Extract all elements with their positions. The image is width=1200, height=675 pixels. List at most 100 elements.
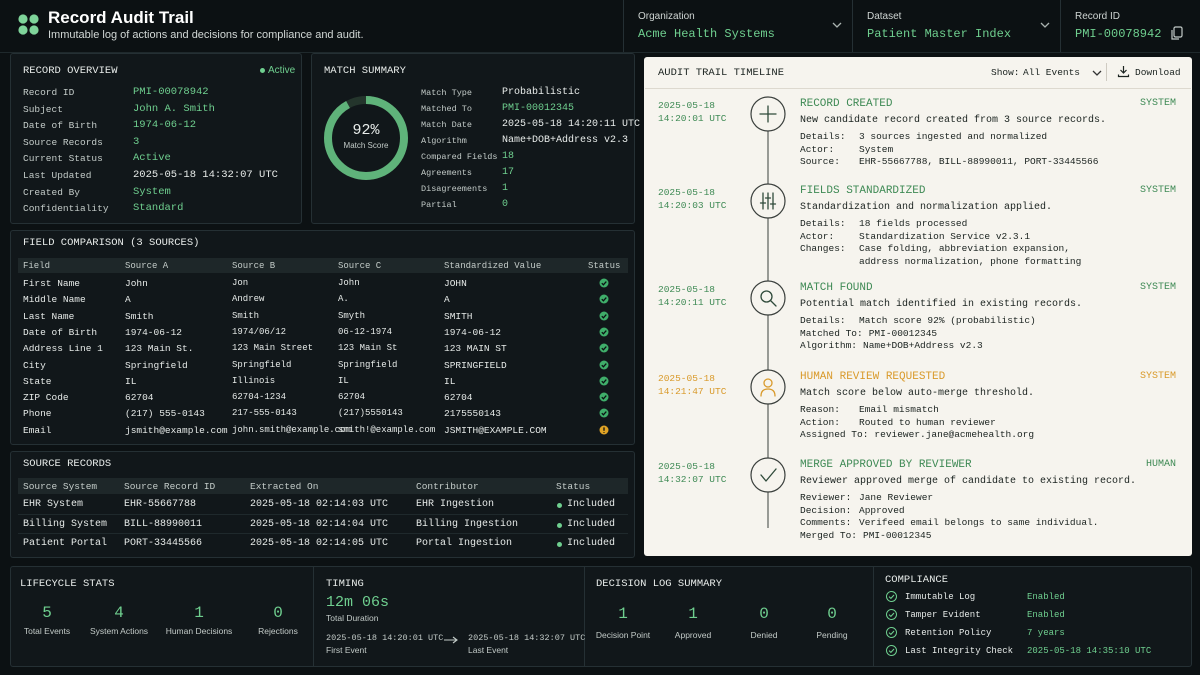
field-value: Name+DOB+Address v2.3 xyxy=(502,135,629,146)
table-cell: 217-555-0143 xyxy=(232,408,297,419)
event-date: 2025-05-18 xyxy=(658,284,716,295)
filter-value[interactable]: All Events xyxy=(1023,67,1081,78)
field-label: Record ID xyxy=(23,87,75,98)
event-date: 2025-05-18 xyxy=(658,100,716,111)
duration-label: Total Duration xyxy=(326,613,379,623)
strip-divider xyxy=(313,567,314,666)
table-header-band xyxy=(18,478,628,494)
selector-value: Acme Health Systems xyxy=(638,27,775,41)
event-date: 2025-05-18 xyxy=(658,373,716,384)
stat-label: Denied xyxy=(750,630,778,640)
stat-value: 1 xyxy=(688,605,698,623)
download-button[interactable]: Download xyxy=(1135,67,1181,78)
column-header: Status xyxy=(588,261,621,271)
detail-value: EHR-55667788, BILL-88990011, PORT-334455… xyxy=(859,156,1099,167)
detail-label: Merged To: xyxy=(800,529,858,541)
table-cell: EHR Ingestion xyxy=(416,499,495,510)
status-circle xyxy=(599,311,609,321)
check xyxy=(888,612,895,618)
table-cell: Jon xyxy=(232,278,249,288)
status-circle xyxy=(599,343,609,353)
table-cell: jsmith@example.com xyxy=(125,424,228,436)
chevron xyxy=(1092,70,1102,76)
detail-label: Reviewer: xyxy=(800,492,852,503)
table-cell: IL xyxy=(444,375,456,387)
selector-label: Organization xyxy=(638,11,695,22)
event-icon xyxy=(760,378,776,397)
field-value: 0 xyxy=(502,199,509,210)
event-time: 14:21:47 UTC xyxy=(658,386,727,397)
table-cell: Included xyxy=(567,499,616,510)
chevron xyxy=(832,22,842,28)
row-divider xyxy=(18,533,628,534)
table-cell: Smith xyxy=(125,310,154,322)
status-glyph xyxy=(601,313,607,319)
stat-value: 1 xyxy=(618,605,628,623)
stat-label: Decision Point xyxy=(595,630,651,640)
stat-label: Human Decisions xyxy=(165,626,233,636)
event-detail: Actor: Standardization Service v2.3.1 xyxy=(800,231,1099,244)
selector-divider xyxy=(852,0,853,52)
status-glyph xyxy=(601,330,607,335)
table-cell: Andrew xyxy=(232,294,265,305)
panel-title: SOURCE RECORDS xyxy=(23,458,112,470)
table-cell: 123 Main St xyxy=(338,343,398,354)
table-cell: Billing System xyxy=(23,518,108,530)
field-value: 1974-06-12 xyxy=(133,119,197,132)
logo-dot xyxy=(29,14,39,24)
detail-value: Match score 92% (probabilistic) xyxy=(859,315,1036,326)
table-cell: SPRINGFIELD xyxy=(444,359,507,371)
event-actor: SYSTEM xyxy=(1139,98,1176,109)
detail-label: Changes: xyxy=(800,243,846,254)
compliance-label: Immutable Log xyxy=(905,592,976,602)
timing-end-label: Last Event xyxy=(468,645,509,655)
check-circle xyxy=(886,627,897,638)
detail-label: Actor: xyxy=(800,230,835,242)
detail-value: Case folding, abbreviation expansion, ad… xyxy=(859,243,1082,267)
event-detail: Matched To: PMI-00012345 xyxy=(800,328,1109,341)
status-icon xyxy=(599,376,609,386)
column-header: Contributor xyxy=(416,481,479,492)
table-cell: Included xyxy=(567,538,616,549)
status-dot xyxy=(260,68,265,73)
chevron xyxy=(1040,22,1050,28)
field-label: Created By xyxy=(23,186,81,198)
event-node xyxy=(750,280,786,316)
table-cell: John xyxy=(125,278,148,289)
detail-label: Decision: xyxy=(800,504,852,516)
filter-label: Show: xyxy=(991,67,1020,78)
detail-value: Email mismatch xyxy=(859,404,939,415)
status-icon xyxy=(599,360,609,369)
field-label: Matched To xyxy=(421,104,473,114)
table-cell: City xyxy=(23,359,46,371)
match-score-donut xyxy=(324,96,408,180)
selector-label: Dataset xyxy=(867,11,902,22)
copy-icon xyxy=(1171,26,1183,40)
timeline-header-divider xyxy=(645,88,1191,89)
event-title: RECORD CREATED xyxy=(800,98,893,110)
field-label: Last Updated xyxy=(23,170,92,181)
header-divider xyxy=(0,52,1200,53)
table-cell: IL xyxy=(125,375,137,387)
logo xyxy=(18,14,39,35)
event-title: FIELDS STANDARDIZED xyxy=(800,185,926,197)
field-value: 3 xyxy=(133,135,140,148)
event-date: 2025-05-18 xyxy=(658,461,716,472)
table-cell: Smith xyxy=(232,310,260,321)
panel-title: COMPLIANCE xyxy=(885,574,949,586)
compliance-label: Last Integrity Check xyxy=(905,646,1014,656)
stat-value: 0 xyxy=(759,605,769,623)
event-detail: Decision: Approved xyxy=(800,505,1099,518)
status-glyph xyxy=(601,362,607,368)
selector-divider xyxy=(1060,0,1061,52)
panel-title: RECORD OVERVIEW xyxy=(23,65,118,77)
field-value: 17 xyxy=(502,167,515,178)
stat-label: Rejections xyxy=(258,626,298,636)
timeline-graphics xyxy=(750,96,786,528)
field-value: 1 xyxy=(502,183,509,194)
column-header: Field xyxy=(23,261,51,271)
table-cell: Billing Ingestion xyxy=(416,518,519,530)
table-cell: (217)5550143 xyxy=(338,408,403,419)
included-dot xyxy=(557,542,562,547)
event-detail: Details: 3 sources ingested and normalize… xyxy=(800,131,1099,144)
